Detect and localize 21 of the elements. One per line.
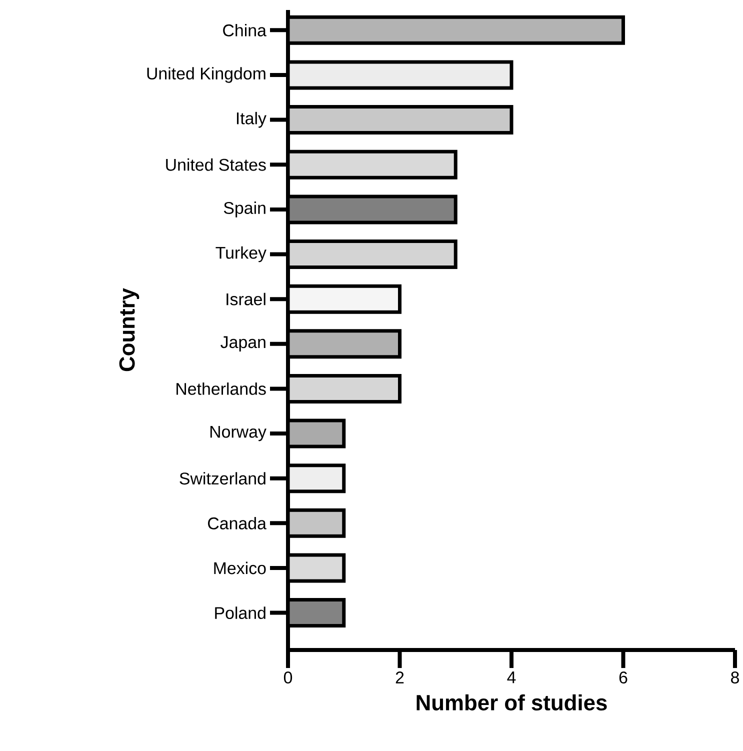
y-tick-label: China (223, 24, 266, 36)
x-tick-label: 0 (284, 672, 292, 684)
y-tick-label: Spain (224, 202, 266, 218)
y-tick-label: Switzerland (180, 472, 266, 485)
y-tick-label: United States (166, 158, 266, 171)
x-tick-label: 4 (507, 672, 516, 684)
y-tick-label: Israel (226, 292, 266, 306)
y-axis-title: Country (119, 288, 140, 372)
y-tick-label: Japan (220, 336, 266, 352)
y-tick-label: Turkey (216, 246, 266, 262)
y-tick-label: Italy (236, 112, 266, 128)
x-axis-title: Number of studies (416, 694, 607, 710)
y-tick-label: Poland (215, 606, 266, 620)
x-tick-label: 8 (731, 672, 739, 684)
y-tick-label: Norway (210, 426, 266, 442)
x-tick-label: 6 (619, 672, 628, 684)
y-tick-label: Netherlands (176, 382, 266, 395)
x-tick-label: 2 (396, 672, 404, 684)
y-tick-label: Canada (208, 516, 266, 530)
y-tick-label: Mexico (214, 562, 266, 574)
y-tick-label: United Kingdom (147, 67, 266, 83)
